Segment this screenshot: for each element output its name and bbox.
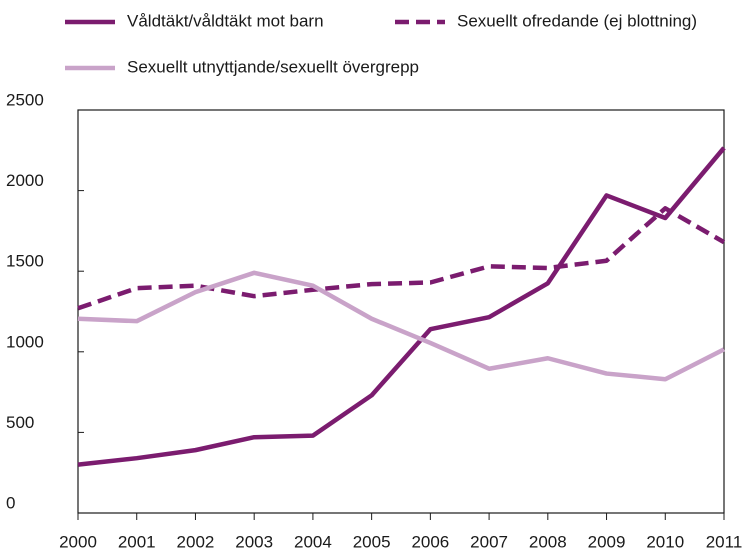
x-tick-label: 2003 <box>235 532 273 551</box>
x-tick-label: 2007 <box>470 532 508 551</box>
y-tick-label: 1500 <box>6 252 44 271</box>
legend-label: Våldtäkt/våldtäkt mot barn <box>127 11 324 30</box>
plot-frame <box>77 109 725 514</box>
x-tick-label: 2006 <box>411 532 449 551</box>
x-tick-label: 2002 <box>177 532 215 551</box>
x-tick-label: 2001 <box>118 532 156 551</box>
x-tick-label: 2008 <box>529 532 567 551</box>
series-line <box>77 146 726 467</box>
series-line <box>77 270 726 382</box>
x-tick-label: 2011 <box>706 532 743 551</box>
y-tick-label: 2000 <box>6 171 44 190</box>
y-tick-label: 2500 <box>6 90 44 109</box>
y-tick-label: 500 <box>6 413 34 432</box>
x-tick-label: 2005 <box>353 532 391 551</box>
x-tick-label: 2004 <box>294 532 332 551</box>
x-tick-label: 2000 <box>59 532 97 551</box>
x-tick-label: 2009 <box>588 532 626 551</box>
legend-label: Sexuellt utnyttjande/sexuellt övergrepp <box>127 57 419 76</box>
series-line <box>77 206 726 311</box>
y-tick-label: 0 <box>6 493 15 512</box>
legend-label: Sexuellt ofredande (ej blottning) <box>457 11 697 30</box>
y-tick-label: 1000 <box>6 332 44 351</box>
x-tick-label: 2010 <box>646 532 684 551</box>
